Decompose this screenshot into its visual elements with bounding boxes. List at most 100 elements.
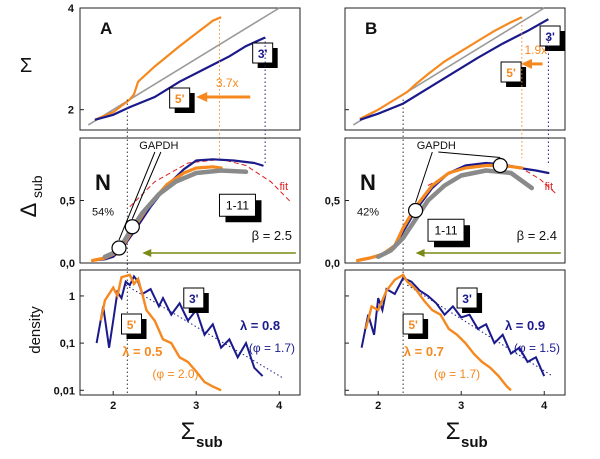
x-tick-label: 2	[375, 400, 381, 412]
n-label: N	[95, 170, 111, 195]
percentage-label: 42%	[357, 207, 379, 219]
gapdh-pointer	[118, 151, 156, 241]
box-1-11: 1-11	[427, 218, 471, 248]
bot-label-five-prime-text: 5'	[127, 318, 137, 332]
lambda-five-prime-label: λ = 0.5	[122, 344, 162, 359]
marker-circle	[111, 240, 127, 256]
mid-y-tick-label: 0,5	[325, 196, 340, 208]
bot-label-three-prime-box	[183, 287, 205, 309]
top-label-three-prime: 3'	[252, 42, 278, 68]
mid-y-tick-label: 0,5	[60, 196, 75, 208]
mid-y-tick-label: 0,0	[325, 258, 340, 270]
top-frame	[79, 7, 301, 131]
top-label-five-prime: 5'	[169, 87, 195, 113]
bot-label-five-prime-text: 5'	[408, 318, 418, 332]
bot-series-five-prime	[364, 273, 512, 392]
x-tick-label: 3	[193, 400, 199, 412]
beta-label: β = 2.5	[252, 228, 292, 243]
x-axis-label-sub: sub	[461, 434, 488, 451]
lambda-three-prime-label: λ = 0.8	[240, 318, 280, 333]
top-y-tick-label: 4	[68, 3, 75, 15]
bot-y-tick-label: 1	[69, 291, 75, 303]
top-label-five-prime-box	[169, 87, 191, 109]
panel-letter: A	[100, 19, 112, 38]
ratio-arrow-head	[196, 91, 208, 102]
top-label-five-prime: 5'	[500, 61, 527, 87]
bot-label-three-prime-box	[456, 287, 478, 309]
gapdh-pointer	[415, 151, 433, 203]
box-1-11-text: 1-11	[434, 223, 457, 237]
x-axis-label-main: Σ	[446, 418, 461, 445]
bot-label-three-prime-text: 3'	[462, 292, 472, 306]
fit-label: fit	[279, 181, 288, 193]
bot-series-three-prime	[360, 276, 546, 377]
mid-subplot: β = 2.4 fit GAPDH N 42% 1-11 0,0 0,5	[325, 137, 566, 270]
panel-b: 1.9x3'5'Bβ = 2.4fitGAPDHN42%1-110,00,53'…	[325, 7, 566, 451]
lambda-five-prime-label: λ = 0.7	[404, 344, 444, 359]
x-tick-label: 2	[110, 400, 116, 412]
marker-circle	[492, 157, 508, 174]
bot-label-five-prime-box	[121, 313, 143, 335]
top-subplot: 3.7x 3' 5' A 2 4	[68, 3, 301, 131]
percentage-label: 54%	[92, 207, 114, 219]
x-tick-label: 3	[458, 400, 464, 412]
box-1-11-frame	[218, 193, 256, 217]
panel-letter: B	[365, 19, 377, 38]
marker-circle	[124, 219, 140, 235]
top-subplot: 1.9x3'5'B	[344, 7, 566, 131]
phi-three-prime-label: (φ = 1.5)	[514, 341, 560, 355]
top-label-five-prime-text: 5'	[175, 92, 185, 106]
top-label-three-prime-box	[539, 25, 561, 47]
marker-circle	[407, 202, 424, 219]
box-1-11-frame	[427, 218, 465, 242]
box-1-11-text: 1-11	[226, 198, 249, 212]
mid-y-tick-label: 0,0	[60, 258, 75, 270]
phi-five-prime-label: (φ = 1.7)	[434, 367, 480, 381]
x-tick-label: 4	[276, 400, 283, 412]
x-axis-label-sub: sub	[196, 434, 223, 451]
fit-label: fit	[544, 181, 553, 193]
n-label: N	[360, 170, 376, 195]
reference-line	[87, 7, 280, 126]
mid-subplot: β = 2.5 fit GAPDH N 54% 1-11 0,0 0,5	[60, 137, 301, 270]
exp-fit-line	[125, 284, 284, 379]
lambda-three-prime-label: λ = 0.9	[505, 318, 545, 333]
bot-subplot: 3' 5' λ = 0.9 (φ = 1.5) λ = 0.7 (φ = 1.7) 2 3 4 Σ…	[344, 269, 566, 451]
top-series-line-three-prime	[94, 36, 266, 121]
bot-label-five-prime: 5'	[121, 313, 147, 339]
phi-three-prime-label: (φ = 1.7)	[249, 341, 295, 355]
bot-series-five-prime	[99, 273, 222, 392]
gapdh-label: GAPDH	[417, 140, 456, 152]
beta-arrow-head	[415, 249, 425, 257]
bot-frame	[344, 269, 566, 396]
gapdh-label: GAPDH	[139, 140, 178, 152]
beta-arrow-head	[142, 249, 152, 257]
phi-five-prime-label: (φ = 2.0)	[152, 367, 198, 381]
top-label-three-prime-box	[252, 42, 274, 64]
bot-label-five-prime-box	[402, 313, 424, 335]
gapdh-pointer	[438, 151, 501, 158]
bot-y-tick-label: 0,1	[60, 338, 75, 350]
bot-subplot: 3' 5' λ = 0.8 (φ = 1.7) λ = 0.5 (φ = 2.0) 0,01…	[54, 269, 301, 451]
bot-label-three-prime: 3'	[456, 287, 483, 313]
top-label-five-prime-box	[500, 61, 522, 83]
top-y-tick-label: 2	[68, 105, 74, 117]
bot-label-three-prime: 3'	[183, 287, 209, 313]
box-1-11: 1-11	[218, 193, 262, 223]
bot-frame	[79, 269, 301, 396]
bot-label-three-prime-text: 3'	[189, 292, 199, 306]
top-series-line-five-prime	[359, 16, 523, 120]
top-label-three-prime-text: 3'	[258, 47, 268, 61]
mid-y-label: Δ sub	[16, 175, 45, 217]
panel-a: 3.7x 3' 5' A 2 4 β = 2.5 fit GAPDH N 54% 1-11 0,0 0,5…	[54, 3, 301, 451]
top-label-three-prime: 3'	[539, 25, 566, 51]
top-frame	[344, 7, 566, 131]
bot-y-tick-label: 0,01	[54, 385, 75, 397]
x-axis-label-main: Σ	[181, 418, 196, 445]
bot-label-five-prime: 5'	[402, 313, 429, 339]
top-label-three-prime-text: 3'	[545, 30, 555, 44]
ratio-label: 3.7x	[216, 76, 239, 90]
top-series-line-three-prime	[359, 18, 549, 121]
